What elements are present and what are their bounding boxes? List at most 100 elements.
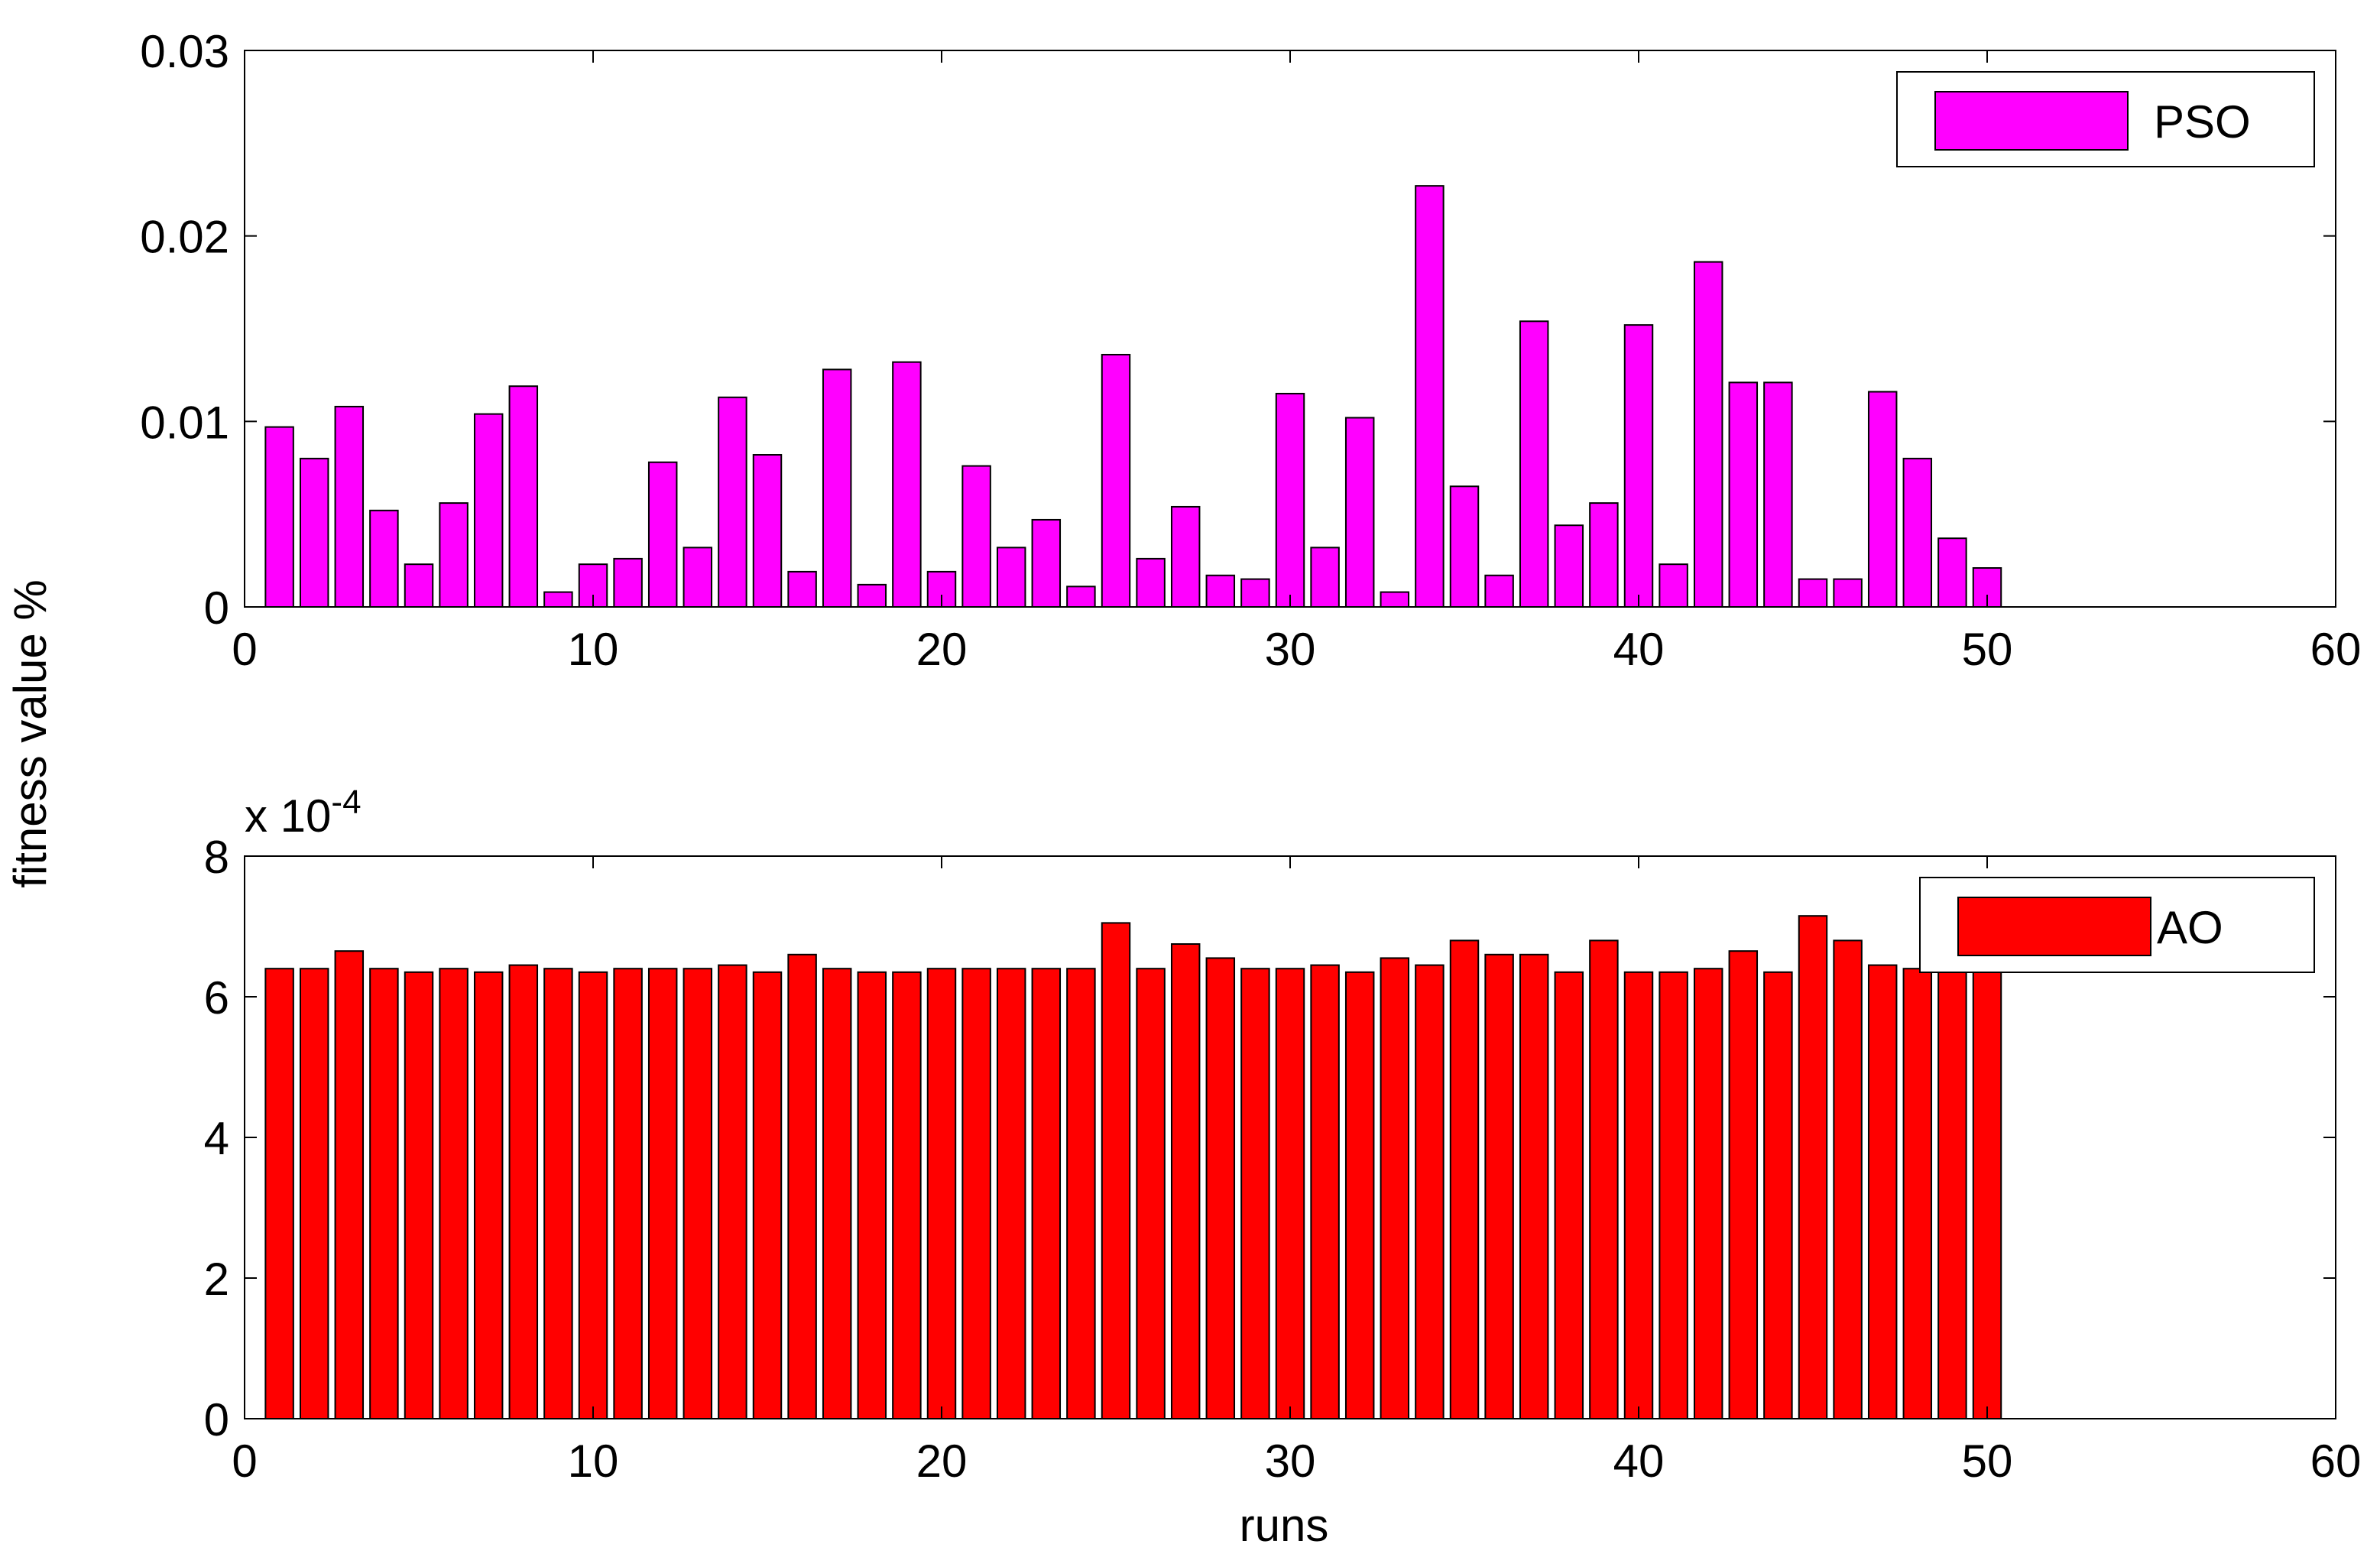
bar [1415, 185, 1445, 608]
bar [1101, 353, 1131, 608]
bar [1170, 943, 1201, 1419]
bar [1380, 591, 1410, 608]
bar [1275, 392, 1305, 608]
bar [1833, 939, 1863, 1419]
x-tick-label: 20 [916, 1436, 968, 1487]
y-tick-label: 4 [204, 1113, 229, 1164]
legend-label: PSO [2154, 96, 2251, 148]
bar [822, 368, 852, 608]
bar [718, 396, 747, 608]
bar [1728, 381, 1759, 608]
bar [1066, 586, 1096, 608]
bar [1623, 971, 1654, 1420]
bar [1449, 939, 1480, 1419]
x-tick-label: 60 [2310, 624, 2362, 675]
bar [1833, 578, 1863, 608]
bar [1449, 485, 1480, 608]
bar [1902, 968, 1933, 1419]
y-axis-label: fitness value % [5, 579, 56, 888]
bar [508, 385, 539, 608]
bar [1867, 964, 1898, 1419]
y-tick-label: 0.02 [140, 212, 229, 263]
bar [1659, 971, 1688, 1420]
bar [857, 971, 887, 1420]
bar [543, 591, 573, 608]
x-tick-label: 10 [568, 1436, 619, 1487]
legend-label: AO [2157, 902, 2223, 953]
bar [1240, 578, 1270, 608]
x-tick-label: 30 [1265, 1436, 1316, 1487]
bar [369, 509, 399, 608]
bar [787, 570, 817, 608]
bar [334, 405, 365, 608]
bar [264, 426, 294, 608]
x-tick-label: 40 [1613, 1436, 1665, 1487]
bar [1310, 547, 1340, 608]
bar [473, 413, 504, 608]
bar [1589, 939, 1619, 1419]
bar [1031, 968, 1062, 1419]
y-tick-label: 0.01 [140, 397, 229, 448]
y-tick-label: 8 [204, 832, 229, 883]
bar [892, 361, 922, 608]
bar [1972, 968, 2002, 1419]
bar [1623, 324, 1654, 608]
bar [1344, 417, 1375, 608]
x-tick-label: 40 [1613, 624, 1665, 675]
bar [1798, 915, 1828, 1419]
bar [1031, 518, 1062, 608]
x-tick-label: 60 [2310, 1436, 2362, 1487]
bar [787, 953, 817, 1420]
bar [1867, 391, 1898, 608]
bar [508, 964, 539, 1419]
bar [1205, 574, 1236, 608]
x-axis-label: runs [1240, 1500, 1329, 1551]
y-multiplier: x 10-4 [245, 783, 362, 842]
bar [1484, 953, 1514, 1420]
bar [1693, 261, 1723, 608]
y-tick-label: 6 [204, 972, 229, 1024]
bar [613, 968, 643, 1419]
y-tick-label: 0.03 [140, 26, 229, 77]
x-tick-label: 10 [568, 624, 619, 675]
bar [1937, 968, 1967, 1419]
x-tick-label: 50 [1962, 1436, 2013, 1487]
bar [1310, 964, 1340, 1419]
bar [473, 971, 504, 1420]
legend-swatch [1957, 897, 2151, 956]
bar [1380, 957, 1410, 1419]
bar [1275, 968, 1305, 1419]
bar [1066, 968, 1096, 1419]
bar [961, 465, 991, 608]
bar [647, 461, 678, 608]
y-multiplier-base: x 10 [245, 790, 331, 842]
bar [1589, 502, 1619, 608]
bar [439, 502, 469, 608]
y-tick-label: 0 [204, 1394, 229, 1445]
bar [1484, 574, 1514, 608]
bar [683, 547, 713, 608]
bar [369, 968, 399, 1419]
bar [1554, 524, 1584, 608]
bar [1415, 964, 1445, 1419]
bar [1344, 971, 1375, 1420]
bar [299, 968, 329, 1419]
bar [822, 968, 852, 1419]
bar [1763, 381, 1793, 608]
bar [961, 968, 991, 1419]
bar [439, 968, 469, 1419]
bar [1519, 320, 1549, 608]
bar [647, 968, 678, 1419]
bar [264, 968, 294, 1419]
bar [334, 950, 365, 1419]
bar [752, 454, 783, 608]
x-tick-label: 0 [232, 1436, 257, 1487]
bar [404, 971, 434, 1420]
y-tick-label: 0 [204, 582, 229, 634]
bar [1554, 971, 1584, 1420]
bar [1240, 968, 1270, 1419]
bar [996, 968, 1026, 1419]
x-tick-label: 30 [1265, 624, 1316, 675]
bar [1136, 968, 1166, 1419]
